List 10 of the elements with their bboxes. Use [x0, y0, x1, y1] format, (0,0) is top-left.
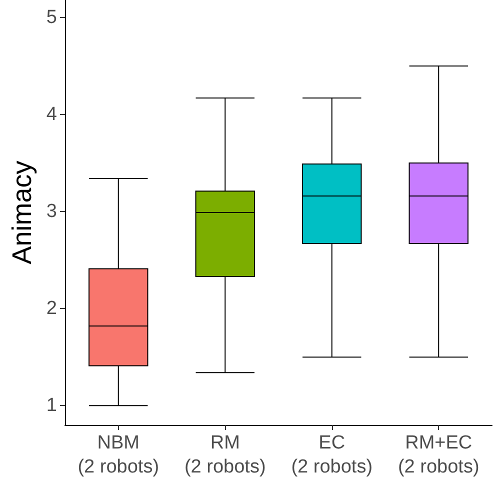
- x-tick-label: RM+EC (2 robots): [398, 432, 480, 478]
- x-tick-label: NBM (2 robots): [78, 432, 160, 478]
- y-axis-title: Animacy: [7, 160, 38, 264]
- y-tick-label: 2: [46, 298, 57, 320]
- x-tick-label: EC (2 robots): [291, 432, 373, 478]
- y-tick-label: 5: [46, 6, 57, 28]
- x-tick-label: RM (2 robots): [184, 432, 266, 478]
- y-tick-label: 1: [46, 395, 57, 416]
- y-tick-label: 4: [46, 104, 58, 125]
- y-tick-label: 3: [46, 201, 57, 222]
